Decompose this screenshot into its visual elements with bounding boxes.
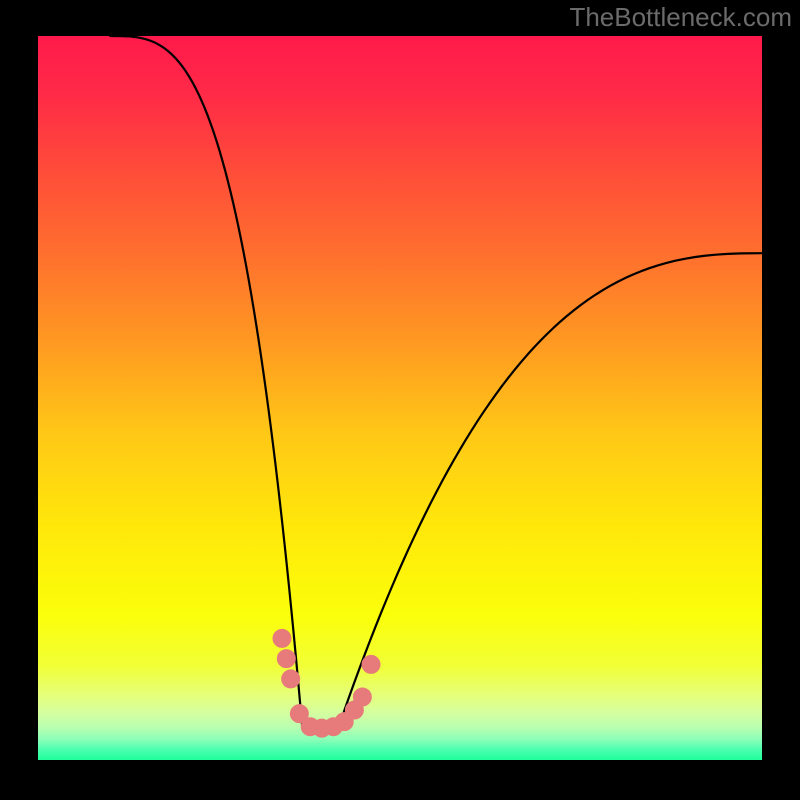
watermark-text: TheBottleneck.com [569,2,792,33]
gradient-background [38,36,762,760]
plot-svg [38,36,762,760]
curve-marker [362,655,380,673]
curve-marker [273,629,291,647]
curve-marker [353,688,371,706]
curve-marker [282,670,300,688]
curve-marker [277,650,295,668]
chart-stage: TheBottleneck.com [0,0,800,800]
plot-area [38,36,762,760]
